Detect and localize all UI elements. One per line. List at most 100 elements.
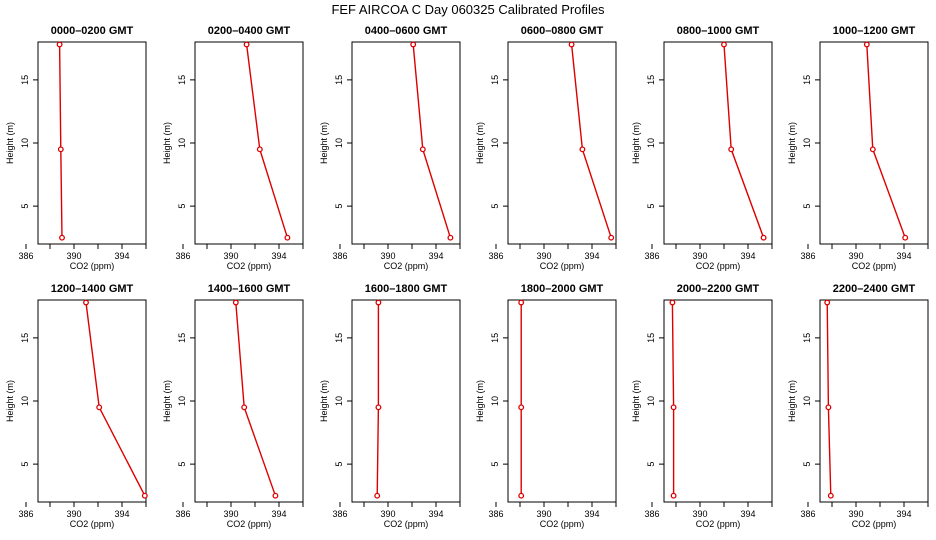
y-tick-label: 10 (177, 396, 187, 406)
profile-point (902, 234, 909, 241)
y-tick-label: 15 (802, 75, 812, 85)
plot-frame (351, 41, 461, 245)
x-axis-label: CO2 (ppm) (70, 519, 115, 529)
x-axis-label: CO2 (ppm) (227, 519, 272, 529)
plot-frame (194, 299, 304, 503)
profile-line (826, 302, 832, 496)
figure-title: FEF AIRCOA C Day 060325 Calibrated Profi… (331, 2, 605, 17)
plot-frame (663, 299, 773, 503)
profile-panel: 1800–2000 GMT 386 390 394 5 10 15 CO2 (ppm) Heig… (475, 283, 617, 529)
profile-point (568, 41, 575, 48)
profile-line (866, 44, 906, 238)
plot-frame (819, 41, 929, 245)
x-tick-label: 386 (332, 509, 347, 519)
panel-title: 0000–0200 GMT (51, 25, 134, 37)
profile-line (58, 44, 63, 238)
y-tick-label: 10 (490, 396, 500, 406)
y-tick-label: 15 (20, 333, 30, 343)
profile-point (272, 492, 279, 499)
profile-point (243, 41, 250, 48)
profile-point (669, 299, 676, 306)
profile-point (863, 41, 870, 48)
profile-point (57, 146, 64, 153)
profile-point (869, 146, 876, 153)
profile-point (518, 404, 525, 411)
profile-point (256, 146, 263, 153)
profile-panel: 0200–0400 GMT 386 390 394 5 10 15 CO2 (ppm) Heig… (162, 25, 304, 271)
x-tick-label: 386 (175, 509, 190, 519)
x-tick-label: 386 (644, 509, 659, 519)
x-tick-label: 394 (428, 509, 443, 519)
y-axis-label: Height (m) (162, 122, 172, 164)
profile-point (447, 234, 454, 241)
y-axis-label: Height (m) (631, 380, 641, 422)
profile-point (670, 404, 677, 411)
y-axis-label: Height (m) (319, 380, 329, 422)
profile-point (59, 234, 65, 241)
y-tick-label: 15 (490, 333, 500, 343)
profile-point (96, 404, 103, 411)
plot-frame (37, 299, 147, 503)
x-tick-label: 394 (584, 509, 599, 519)
panel-title: 0600–0800 GMT (521, 25, 604, 37)
profile-line (570, 44, 612, 238)
y-tick-label: 10 (177, 138, 187, 148)
profile-point (83, 299, 89, 306)
panel-title: 1800–2000 GMT (521, 283, 604, 295)
profile-line (245, 44, 289, 238)
profile-point (375, 404, 382, 411)
x-tick-label: 390 (223, 509, 238, 519)
profile-point (284, 234, 291, 241)
x-tick-label: 394 (271, 251, 286, 261)
y-tick-label: 10 (802, 138, 812, 148)
y-tick-label: 10 (646, 396, 656, 406)
profile-point (827, 492, 834, 499)
x-tick-label: 390 (536, 509, 551, 519)
profile-point (825, 404, 832, 411)
x-tick-label: 394 (428, 251, 443, 261)
plot-frame (507, 41, 617, 245)
x-tick-label: 390 (223, 251, 238, 261)
y-tick-label: 15 (490, 75, 500, 85)
x-tick-label: 390 (848, 509, 863, 519)
profile-line (376, 302, 380, 496)
panel-title: 2200–2400 GMT (833, 283, 916, 295)
x-tick-label: 390 (848, 251, 863, 261)
panel-title: 1400–1600 GMT (208, 283, 291, 295)
y-tick-label: 15 (802, 333, 812, 343)
x-axis-label: CO2 (ppm) (540, 519, 585, 529)
x-tick-label: 390 (66, 509, 81, 519)
profile-point (670, 492, 677, 499)
y-axis-label: Height (m) (475, 122, 485, 164)
x-tick-label: 390 (692, 251, 707, 261)
y-tick-label: 10 (802, 396, 812, 406)
y-tick-label: 10 (20, 138, 30, 148)
profile-point (518, 492, 525, 499)
x-axis-label: CO2 (ppm) (70, 261, 115, 271)
x-tick-label: 394 (896, 509, 911, 519)
plot-frame (351, 299, 461, 503)
x-tick-label: 386 (175, 251, 190, 261)
x-tick-label: 394 (584, 251, 599, 261)
y-axis-label: Height (m) (631, 122, 641, 164)
x-tick-label: 394 (740, 509, 755, 519)
panel-title: 1000–1200 GMT (833, 25, 916, 37)
profile-line (723, 44, 765, 238)
y-tick-label: 5 (334, 462, 344, 467)
profile-point (608, 234, 615, 241)
x-axis-label: CO2 (ppm) (852, 519, 897, 529)
profile-point (375, 299, 382, 306)
x-axis-label: CO2 (ppm) (384, 519, 429, 529)
profile-panel: 2200–2400 GMT 386 390 394 5 10 15 CO2 (ppm) Heig… (787, 283, 929, 529)
profile-point (374, 492, 381, 499)
profile-panel: 0600–0800 GMT 386 390 394 5 10 15 CO2 (ppm) Heig… (475, 25, 617, 271)
x-tick-label: 386 (332, 251, 347, 261)
y-axis-label: Height (m) (475, 380, 485, 422)
y-axis-label: Height (m) (787, 122, 797, 164)
profile-line (671, 302, 675, 496)
y-axis-label: Height (m) (787, 380, 797, 422)
y-tick-label: 5 (490, 462, 500, 467)
panel-title: 0400–0600 GMT (365, 25, 448, 37)
y-tick-label: 5 (334, 204, 344, 209)
